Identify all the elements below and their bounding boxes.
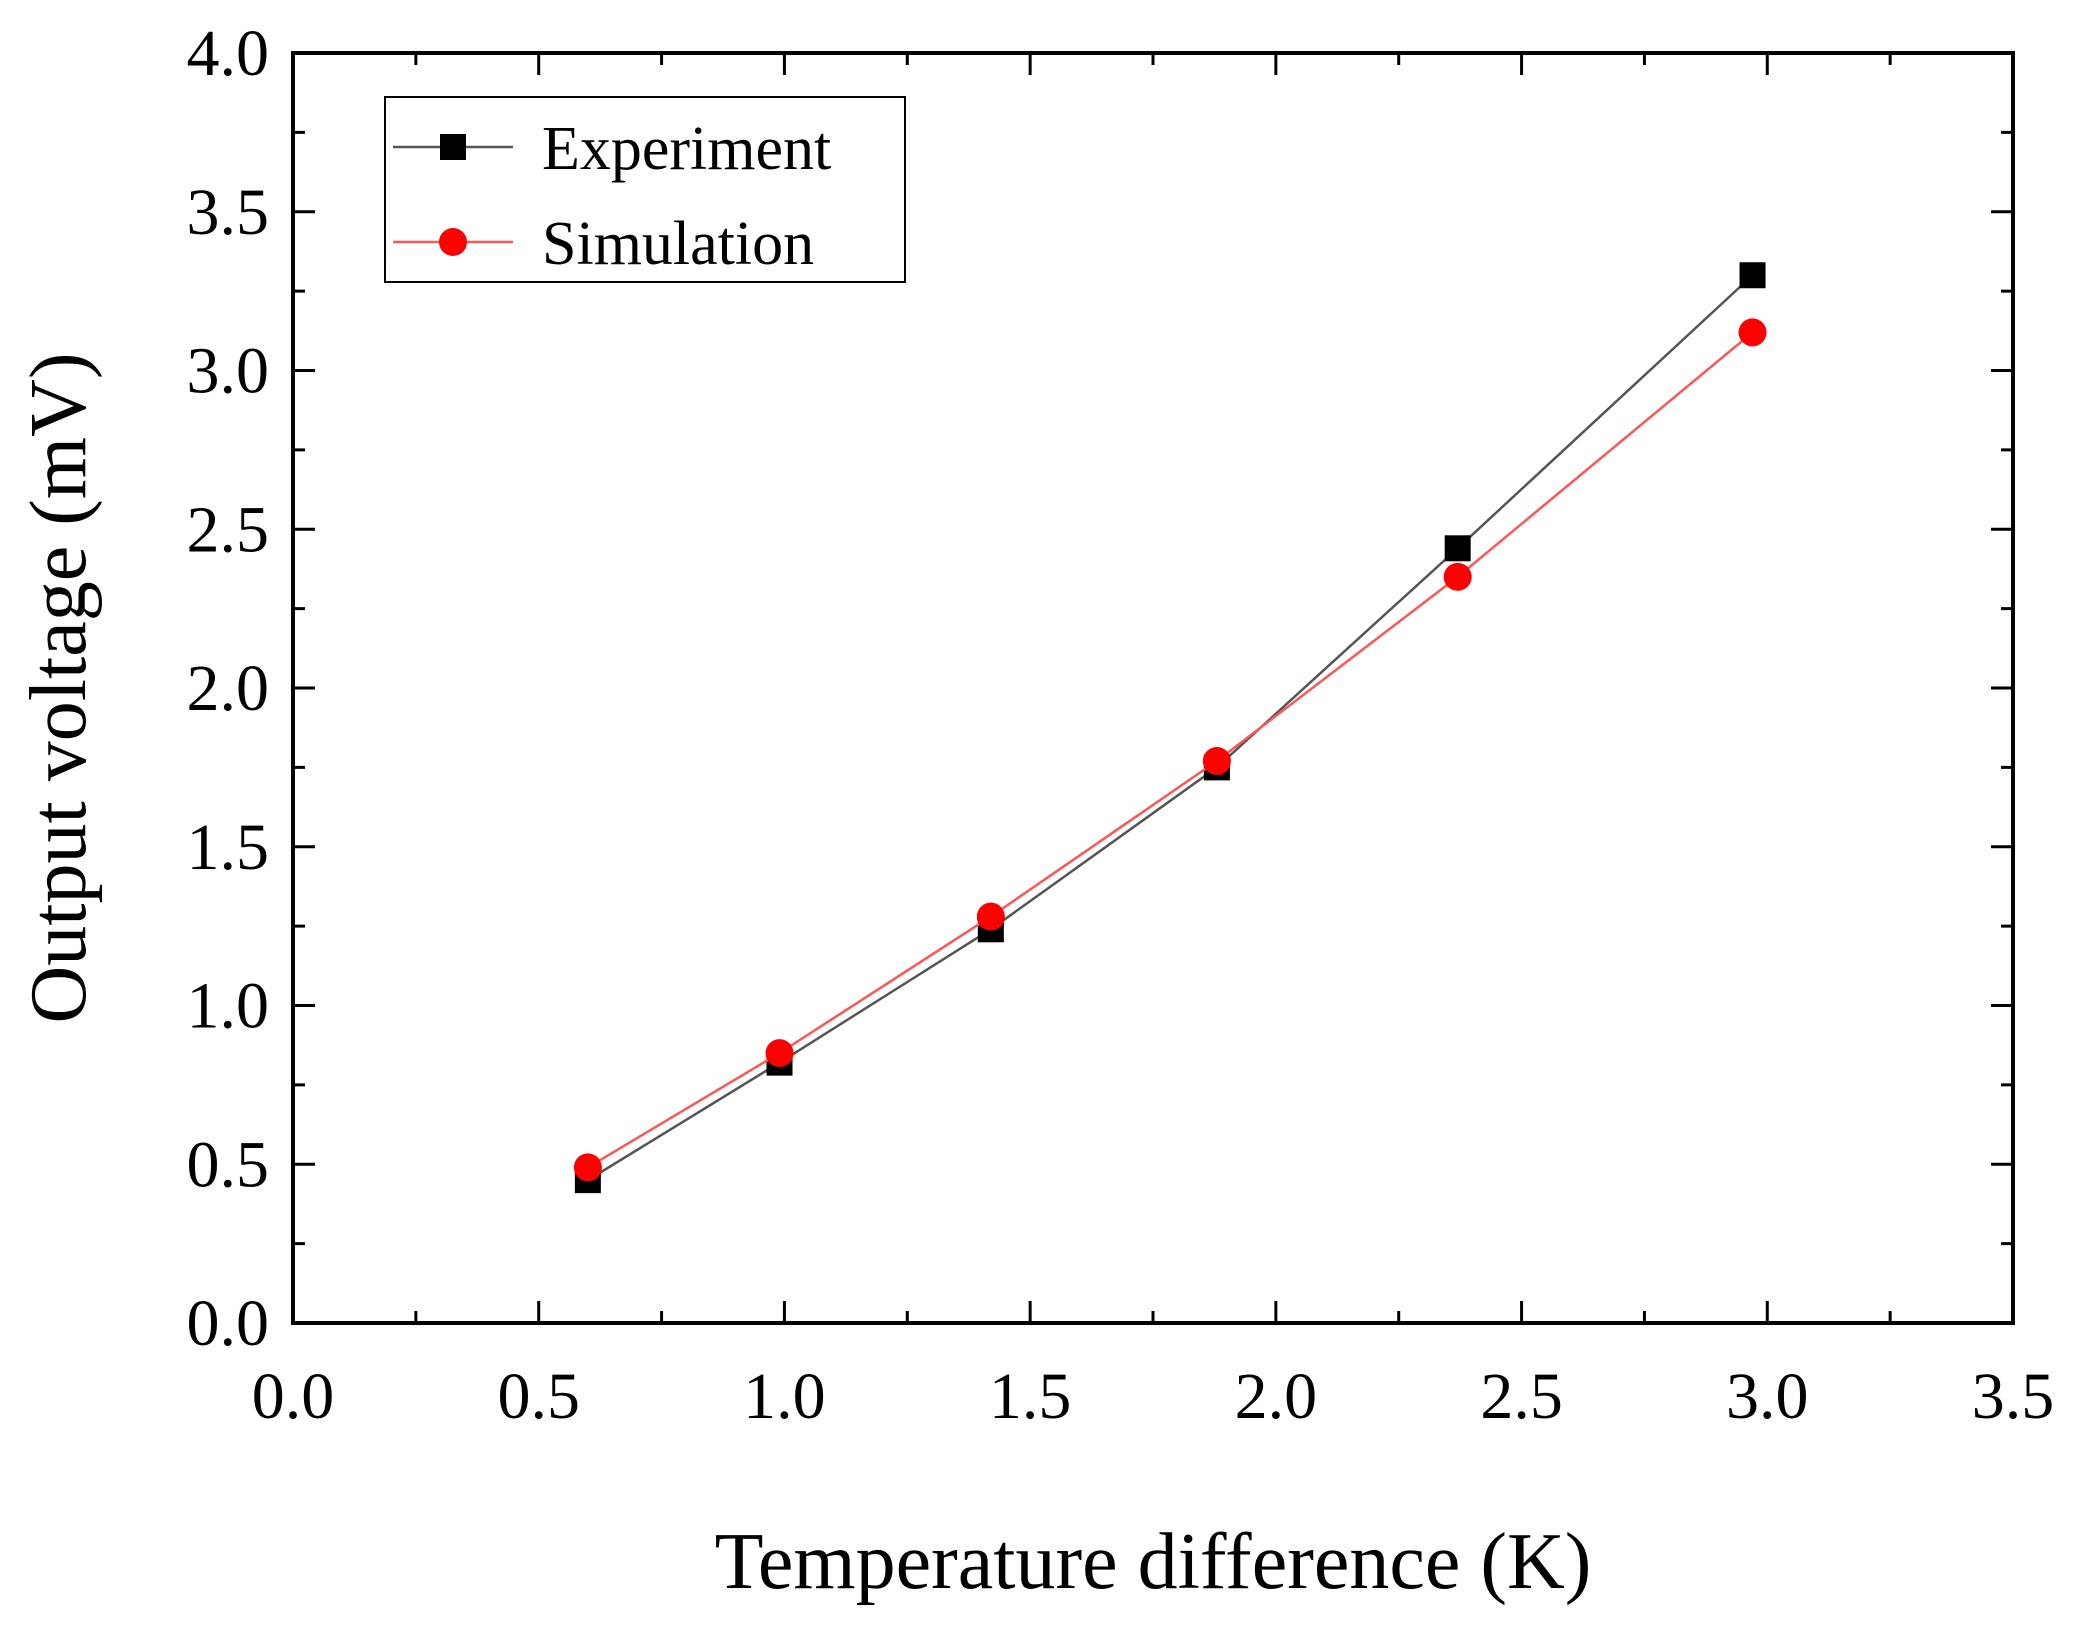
data-point-simulation [1443,562,1472,591]
y-axis-title: Output voltage (mV) [15,353,103,1024]
y-tick-label: 2.5 [187,493,270,566]
x-tick-label: 3.5 [1972,1360,2055,1433]
x-tick-label: 3.0 [1726,1360,1809,1433]
data-point-simulation [765,1039,794,1068]
series-line-simulation [587,331,1754,1169]
x-tick-label: 0.0 [252,1360,335,1433]
data-point-simulation [1202,747,1231,776]
y-tick-label: 4.0 [187,17,270,90]
x-tick-label: 0.5 [497,1360,580,1433]
y-tick-label: 0.5 [187,1128,270,1201]
legend-item-simulation: Simulation [393,210,814,278]
legend-item-experiment: Experiment [393,115,831,183]
plot-series [573,262,1767,1194]
y-tick-label: 1.0 [187,970,270,1043]
x-tick-label: 2.5 [1480,1360,1563,1433]
x-tick-label: 1.0 [743,1360,826,1433]
data-point-simulation [573,1153,602,1182]
legend: Experiment Simulation [384,96,906,283]
x-tick-label: 2.0 [1235,1360,1318,1433]
data-point-simulation [976,902,1005,931]
legend-label: Experiment [542,115,831,183]
data-point-simulation [1738,318,1767,347]
tick-labels: 0.0 0.5 1.0 1.5 2.0 2.5 3.0 3.5 0.0 0.5 1.0 1.5 2.0 2… [187,17,2055,1433]
legend-marker-square [440,134,466,160]
data-point-experiment [1444,535,1471,562]
y-tick-label: 0.0 [187,1287,270,1360]
legend-label: Simulation [542,210,814,278]
y-tick-label: 1.5 [187,811,270,884]
y-tick-label: 2.0 [187,652,270,725]
x-tick-label: 1.5 [989,1360,1072,1433]
series-simulation [573,318,1767,1182]
data-point-experiment [1739,262,1766,289]
legend-box [384,96,906,283]
y-tick-label: 3.0 [187,335,270,408]
y-tick-label: 3.5 [187,176,270,249]
series-experiment [574,262,1766,1194]
legend-marker-circle [439,228,467,256]
series-line-experiment [587,274,1754,1182]
x-axis-title: Temperature difference (K) [715,1518,1592,1606]
plot-frame [291,51,2015,1325]
